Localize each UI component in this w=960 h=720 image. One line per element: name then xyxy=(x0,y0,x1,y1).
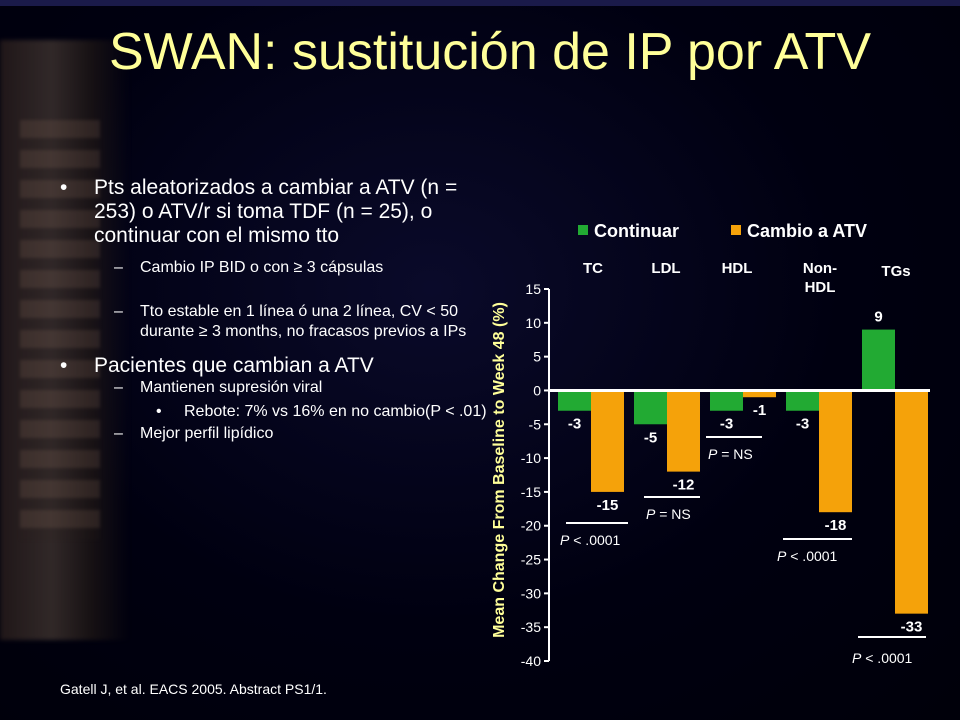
data-label: -3 xyxy=(568,416,581,433)
data-label: -3 xyxy=(796,416,809,433)
p-value-label: P < .0001 xyxy=(777,548,838,564)
sub-bullet-pi-change-text: Cambio IP BID o con ≥ 3 cápsulas xyxy=(140,259,384,276)
data-label: -1 xyxy=(753,402,766,419)
dash-marker: – xyxy=(114,259,123,276)
bar-tc-continuar xyxy=(558,390,591,411)
y-tick-label: -30 xyxy=(521,585,541,601)
category-label: TGs xyxy=(881,263,910,280)
p-value-label: P < .0001 xyxy=(560,532,621,548)
category-labels: TC LDL HDL Non- HDL TGs xyxy=(583,260,911,296)
data-label: 9 xyxy=(874,309,882,326)
p-value-label: P = NS xyxy=(646,506,691,522)
sub-sub-bullet-rebound: Rebote: 7% vs 16% en no cambio(P < .01) xyxy=(60,402,490,422)
bar-tgs-cambio xyxy=(895,390,928,614)
p-value-text: < .0001 xyxy=(786,548,837,564)
y-tick-label: -25 xyxy=(521,552,541,568)
p-value-text: < .0001 xyxy=(569,532,620,548)
data-label: -18 xyxy=(825,517,847,534)
y-tick-label: -20 xyxy=(521,518,541,534)
legend-label: Continuar xyxy=(594,221,679,241)
sub-bullet-pi-change: – Cambio IP BID o con ≥ 3 cápsulas xyxy=(60,258,490,278)
y-tick-label: 5 xyxy=(533,349,541,365)
sub-bullet-lipid-profile: – Mejor perfil lipídico xyxy=(60,424,490,444)
data-label: -15 xyxy=(597,497,619,514)
y-tick-label: -15 xyxy=(521,484,541,500)
sub-bullet-lipid-profile-text: Mejor perfil lipídico xyxy=(140,425,274,442)
data-label: -12 xyxy=(673,477,695,494)
top-bar xyxy=(0,0,960,6)
y-tick-label: 15 xyxy=(525,281,541,297)
p-value-label: P = NS xyxy=(708,446,753,462)
legend-label: Cambio a ATV xyxy=(747,221,867,241)
category-label: TC xyxy=(583,260,603,277)
legend-swatch xyxy=(578,225,588,235)
bar-hdl-cambio xyxy=(743,390,776,398)
bullet-switch-patients: Pacientes que cambian a ATV xyxy=(60,354,490,378)
y-tick-label: 0 xyxy=(533,382,541,398)
data-label: -5 xyxy=(644,429,657,446)
p-value-label: P < .0001 xyxy=(852,650,913,666)
data-label: -33 xyxy=(901,619,923,636)
category-label: LDL xyxy=(651,260,680,277)
p-value-text: < .0001 xyxy=(861,650,912,666)
bullet-randomization: Pts aleatorizados a cambiar a ATV (n = 2… xyxy=(60,176,490,248)
bar-hdl-continuar xyxy=(710,390,743,411)
dash-marker: – xyxy=(114,303,123,320)
data-label: -3 xyxy=(720,416,733,433)
sub-bullet-stable-treatment-text: Tto estable en 1 línea ó una 2 línea, CV… xyxy=(140,303,467,340)
slide-title: SWAN: sustitución de IP por ATV xyxy=(108,23,872,81)
y-tick-label: 10 xyxy=(525,315,541,331)
y-axis-label: Mean Change From Baseline to Week 48 (%) xyxy=(491,302,508,638)
legend-swatch xyxy=(731,225,741,235)
sub-bullet-stable-treatment: – Tto estable en 1 línea ó una 2 línea, C… xyxy=(60,302,490,342)
p-symbol: P xyxy=(777,548,787,564)
y-axis: 15 10 5 0 -5 -10 -15 -20 -25 -30 -35 -40 xyxy=(521,281,550,669)
p-value-text: = NS xyxy=(655,506,690,522)
citation: Gatell J, et al. EACS 2005. Abstract PS1… xyxy=(60,681,327,697)
y-tick-label: -40 xyxy=(521,653,541,669)
background-building-image xyxy=(0,40,130,640)
bar-tgs-continuar xyxy=(862,329,895,391)
chart-legend: Continuar Cambio a ATV xyxy=(578,221,867,241)
bar-tc-cambio xyxy=(591,390,624,492)
sub-bullet-viral-suppression: – Mantienen supresión viral xyxy=(60,378,490,398)
bar-ldl-continuar xyxy=(634,390,667,425)
p-symbol: P xyxy=(852,650,862,666)
p-value-text: = NS xyxy=(717,446,752,462)
y-tick-label: -5 xyxy=(529,416,542,432)
p-symbol: P xyxy=(560,532,570,548)
bar-series: -3 -15 -5 -12 -3 -1 -3 -18 9 -33 xyxy=(549,309,930,636)
dash-marker: – xyxy=(114,379,123,396)
category-label: HDL xyxy=(722,260,753,277)
sub-bullet-viral-suppression-text: Mantienen supresión viral xyxy=(140,379,323,396)
bar-ldl-cambio xyxy=(667,390,700,472)
category-label-line: HDL xyxy=(805,279,836,296)
p-symbol: P xyxy=(646,506,656,522)
dash-marker: – xyxy=(114,425,123,442)
bullet-list: Pts aleatorizados a cambiar a ATV (n = 2… xyxy=(60,176,490,444)
bar-nonhdl-cambio xyxy=(819,390,852,513)
y-tick-label: -10 xyxy=(521,450,541,466)
category-label-line: Non- xyxy=(803,260,837,277)
y-tick-label: -35 xyxy=(521,619,541,635)
category-label: Non- HDL xyxy=(803,260,837,296)
p-symbol: P xyxy=(708,446,718,462)
bar-nonhdl-continuar xyxy=(786,390,819,411)
